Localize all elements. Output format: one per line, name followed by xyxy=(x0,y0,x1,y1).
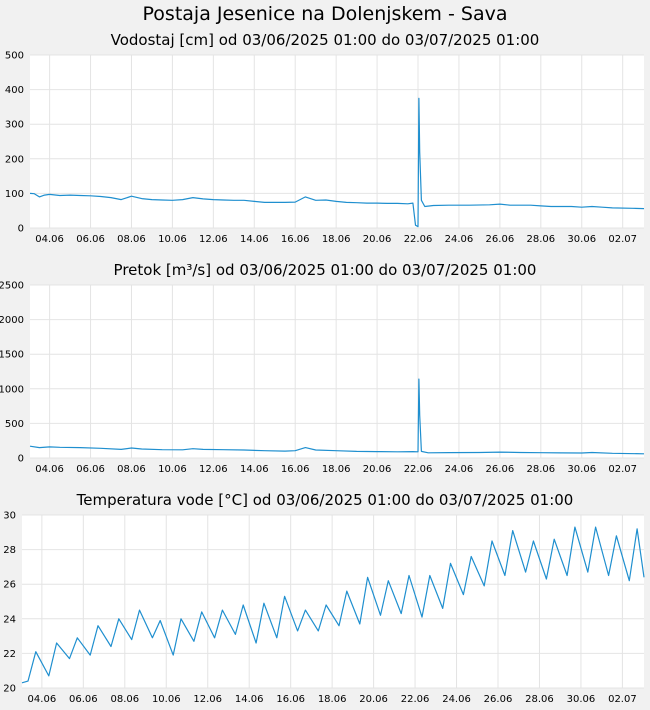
water-level-x-tick-label: 12.06 xyxy=(199,234,228,245)
discharge-x-tick-label: 08.06 xyxy=(117,464,146,475)
discharge-x-tick-label: 16.06 xyxy=(281,464,310,475)
water-level-x-tick-label: 14.06 xyxy=(240,234,269,245)
water-temperature-y-tick-label: 24 xyxy=(3,614,16,625)
water-level-y-tick-label: 100 xyxy=(5,189,24,200)
discharge-y-tick-label: 500 xyxy=(5,419,24,430)
discharge-y-tick-label: 0 xyxy=(18,454,24,465)
water-level-chart-title: Vodostaj [cm] od 03/06/2025 01:00 do 03/… xyxy=(110,31,540,49)
discharge-chart: 0 500 1000 1500 2000 2500 04.06 06.06 08.06 10.06… xyxy=(0,281,645,475)
discharge-y-tick-label: 1500 xyxy=(0,350,24,361)
water-level-x-tick-label: 26.06 xyxy=(486,234,515,245)
water-temperature-x-tick-label: 20.06 xyxy=(359,694,388,705)
discharge-x-tick-label: 28.06 xyxy=(526,464,555,475)
water-level-chart: 0 100 200 300 400 500 04.06 06.06 08.06 10.06 12.0… xyxy=(5,51,645,245)
water-temperature-chart-title: Temperatura vode [°C] od 03/06/2025 01:0… xyxy=(76,491,574,509)
station-title: Postaja Jesenice na Dolenjskem - Sava xyxy=(142,3,508,25)
water-temperature-y-tick-label: 30 xyxy=(3,511,16,522)
water-temperature-x-tick-label: 12.06 xyxy=(193,694,222,705)
water-temperature-y-tick-label: 28 xyxy=(3,545,16,556)
water-temperature-x-tick-label: 14.06 xyxy=(235,694,264,705)
discharge-chart-title: Pretok [m³/s] od 03/06/2025 01:00 do 03/… xyxy=(113,261,537,279)
discharge-y-tick-label: 1000 xyxy=(0,384,24,395)
water-level-x-tick-label: 16.06 xyxy=(281,234,310,245)
water-level-y-tick-label: 400 xyxy=(5,85,24,96)
discharge-plot-area xyxy=(30,285,644,458)
discharge-x-tick-label: 20.06 xyxy=(363,464,392,475)
discharge-x-tick-label: 04.06 xyxy=(35,464,64,475)
water-temperature-x-tick-label: 30.06 xyxy=(567,694,596,705)
discharge-x-tick-label: 06.06 xyxy=(76,464,105,475)
discharge-series-line xyxy=(29,378,645,455)
water-temperature-x-tick-label: 24.06 xyxy=(442,694,471,705)
water-level-x-tick-label: 30.06 xyxy=(567,234,596,245)
water-temperature-x-tick-label: 26.06 xyxy=(484,694,513,705)
discharge-x-tick-label: 26.06 xyxy=(486,464,515,475)
water-temperature-plot-area xyxy=(22,515,644,688)
discharge-x-tick-label: 02.07 xyxy=(608,464,637,475)
discharge-x-tick-label: 30.06 xyxy=(567,464,596,475)
water-temperature-x-tick-label: 06.06 xyxy=(69,694,98,705)
water-temperature-x-tick-label: 16.06 xyxy=(276,694,305,705)
discharge-x-tick-label: 18.06 xyxy=(322,464,351,475)
water-temperature-x-tick-label: 10.06 xyxy=(152,694,181,705)
water-level-x-tick-label: 20.06 xyxy=(363,234,392,245)
water-level-x-tick-label: 10.06 xyxy=(158,234,187,245)
water-temperature-y-tick-label: 20 xyxy=(3,684,16,695)
water-level-x-tick-label: 22.06 xyxy=(404,234,433,245)
water-level-x-tick-label: 18.06 xyxy=(322,234,351,245)
water-temperature-x-tick-label: 02.07 xyxy=(608,694,637,705)
water-level-y-tick-label: 0 xyxy=(18,224,24,235)
water-level-x-tick-label: 28.06 xyxy=(526,234,555,245)
discharge-x-tick-label: 24.06 xyxy=(445,464,474,475)
water-temperature-y-tick-label: 26 xyxy=(3,580,16,591)
water-level-plot-area xyxy=(30,55,644,228)
water-temperature-series-line xyxy=(21,526,645,684)
water-temperature-x-tick-label: 28.06 xyxy=(525,694,554,705)
water-temperature-x-tick-label: 04.06 xyxy=(28,694,57,705)
water-level-x-tick-label: 04.06 xyxy=(35,234,64,245)
discharge-y-tick-label: 2500 xyxy=(0,281,24,292)
discharge-x-tick-label: 10.06 xyxy=(158,464,187,475)
water-level-x-tick-label: 02.07 xyxy=(608,234,637,245)
discharge-x-tick-label: 12.06 xyxy=(199,464,228,475)
discharge-x-tick-label: 14.06 xyxy=(240,464,269,475)
water-level-series-line xyxy=(29,97,645,228)
water-level-x-tick-label: 08.06 xyxy=(117,234,146,245)
water-temperature-x-tick-label: 22.06 xyxy=(401,694,430,705)
water-level-x-tick-label: 24.06 xyxy=(445,234,474,245)
water-level-x-tick-label: 06.06 xyxy=(76,234,105,245)
water-temperature-x-tick-label: 18.06 xyxy=(318,694,347,705)
water-level-y-tick-label: 500 xyxy=(5,51,24,62)
discharge-x-tick-label: 22.06 xyxy=(404,464,433,475)
water-level-y-tick-label: 200 xyxy=(5,154,24,165)
discharge-y-tick-label: 2000 xyxy=(0,315,24,326)
water-temperature-y-tick-label: 22 xyxy=(3,649,16,660)
water-level-y-tick-label: 300 xyxy=(5,120,24,131)
water-temperature-x-tick-label: 08.06 xyxy=(110,694,139,705)
